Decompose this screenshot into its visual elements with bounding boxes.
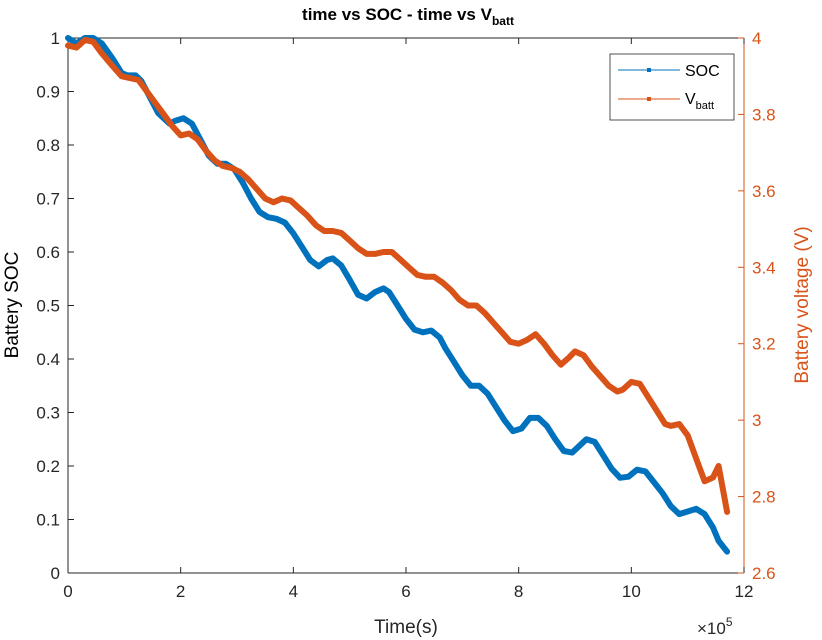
y-right-tick-label: 3.2	[752, 335, 776, 354]
y-axis-right-label: Battery voltage (V)	[792, 226, 813, 383]
y-left-tick-label: 0.7	[36, 190, 60, 209]
y-right-tick-label: 2.6	[752, 564, 776, 583]
x-tick-label: 10	[622, 582, 641, 601]
legend-label-vbatt: Vbatt	[685, 91, 714, 112]
x-axis-exponent-base: ×10	[697, 619, 726, 638]
legend-marker-soc	[647, 68, 651, 72]
plot-area	[68, 38, 744, 573]
legend-entry-vbatt: Vbatt	[618, 91, 714, 112]
x-tick-label: 8	[514, 582, 523, 601]
series-layer	[65, 35, 731, 555]
chart-title-sub: batt	[492, 14, 514, 28]
y-left-tick-label: 0.4	[36, 350, 60, 369]
y-right-tick-label: 3.6	[752, 182, 776, 201]
x-axis-ticks: 0 2 4 6 8 10 12	[63, 38, 753, 601]
y-left-tick-label: 0.9	[36, 83, 60, 102]
x-axis-exponent-power: 5	[726, 615, 733, 629]
y-right-tick-label: 3	[752, 411, 761, 430]
y-left-tick-label: 1	[51, 29, 60, 48]
y-left-tick-label: 0	[51, 564, 60, 583]
y-left-tick-label: 0.6	[36, 243, 60, 262]
x-tick-label: 0	[63, 582, 72, 601]
y-left-tick-label: 0.3	[36, 404, 60, 423]
series-line-soc	[65, 35, 731, 555]
legend-label-soc: SOC	[685, 63, 720, 80]
legend: SOC Vbatt	[609, 53, 735, 121]
x-tick-label: 12	[735, 582, 754, 601]
y-right-tick-label: 3.8	[752, 105, 776, 124]
y-left-tick-label: 0.2	[36, 457, 60, 476]
x-tick-label: 6	[401, 582, 410, 601]
x-axis-exponent: ×105	[697, 615, 733, 638]
legend-box	[609, 53, 735, 121]
y-axis-right-ticks: 2.6 2.8 3 3.2 3.4 3.6 3.8 4	[738, 29, 776, 583]
y-axis-left-ticks: 0 0.1 0.2 0.3 0.4 0.5 0.6 0.7 0.8 0.9 1	[36, 29, 74, 583]
chart-title-main: time vs SOC - time vs V	[302, 5, 493, 24]
x-axis-label: Time(s)	[374, 617, 438, 638]
y-right-tick-label: 4	[752, 29, 761, 48]
x-tick-label: 2	[176, 582, 185, 601]
y-left-tick-label: 0.5	[36, 297, 60, 316]
y-axis-left-label: Battery SOC	[2, 252, 23, 359]
legend-label-vbatt-sub: batt	[696, 100, 714, 112]
y-left-tick-label: 0.1	[36, 511, 60, 530]
legend-entry-soc: SOC	[618, 63, 720, 80]
y-right-tick-label: 2.8	[752, 488, 776, 507]
y-left-tick-label: 0.8	[36, 136, 60, 155]
legend-label-vbatt-main: V	[685, 91, 696, 108]
y-right-tick-label: 3.4	[752, 258, 776, 277]
legend-marker-vbatt	[647, 97, 651, 101]
series-line-vbatt	[65, 36, 731, 515]
x-tick-label: 4	[289, 582, 298, 601]
chart-title: time vs SOC - time vs Vbatt	[302, 5, 514, 28]
